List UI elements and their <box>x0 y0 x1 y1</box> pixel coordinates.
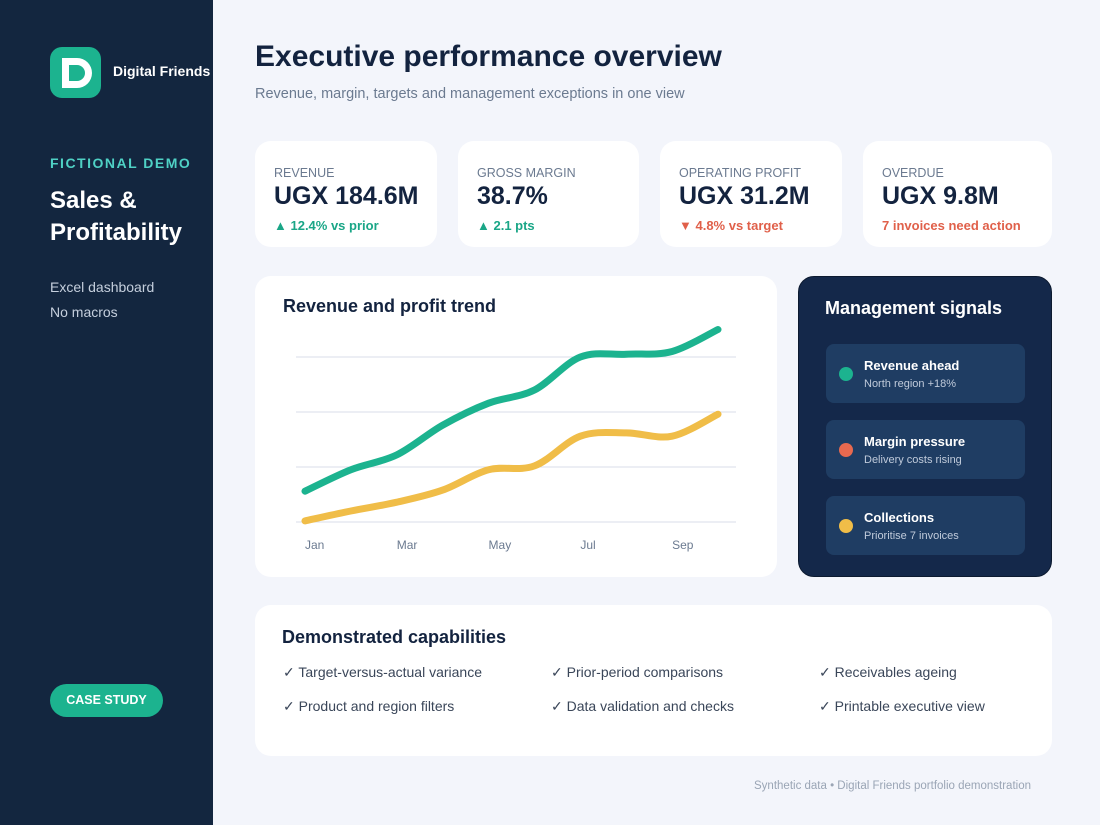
kpi-delta: ▲ 2.1 pts <box>477 218 535 233</box>
signal-dot <box>839 367 853 381</box>
capability: ✓ Receivables ageing <box>819 664 957 680</box>
signal-dot <box>839 519 853 533</box>
kpi-value: 38.7% <box>477 182 548 210</box>
kpi-label: REVENUE <box>274 166 335 180</box>
signal-detail: North region +18% <box>864 378 957 390</box>
signal-detail: Delivery costs rising <box>864 454 962 466</box>
logo <box>50 47 101 98</box>
kpi-card: OPERATING PROFIT UGX 31.2M ▼ 4.8% vs targe… <box>660 141 842 247</box>
kpi-delta: 7 invoices need action <box>882 218 1021 233</box>
eyebrow: FICTIONAL DEMO <box>50 155 192 171</box>
kpi-value: UGX 184.6M <box>274 182 419 210</box>
case-study-button[interactable]: CASE STUDY <box>50 684 163 717</box>
line-chart: Jan Mar May Jul Sep <box>296 326 736 552</box>
signal-title: Revenue ahead <box>864 358 960 373</box>
note: Excel dashboard <box>50 279 155 295</box>
capability: ✓ Printable executive view <box>819 698 985 714</box>
capabilities-card: Demonstrated capabilities ✓ Target-versu… <box>255 605 1052 756</box>
chart-title: Revenue and profit trend <box>283 296 497 316</box>
capability: ✓ Data validation and checks <box>551 698 734 714</box>
kpi-delta: ▼ 4.8% vs target <box>679 218 783 233</box>
kpi-card: OVERDUE UGX 9.8M 7 invoices need action <box>863 141 1052 247</box>
kpi-label: GROSS MARGIN <box>477 166 576 180</box>
series-line <box>301 410 722 525</box>
note: No macros <box>50 304 118 320</box>
capability: ✓ Target-versus-actual variance <box>283 664 483 680</box>
kpi-card: REVENUE UGX 184.6M ▲ 12.4% vs prior <box>255 141 437 247</box>
kpi-delta: ▲ 12.4% vs prior <box>274 218 379 233</box>
x-tick-label: Sep <box>672 538 694 552</box>
series-line <box>301 326 722 495</box>
kpi-value: UGX 31.2M <box>679 182 810 210</box>
signal-item: Revenue ahead North region +18% <box>826 344 1025 403</box>
capabilities-title: Demonstrated capabilities <box>282 627 507 647</box>
sidebar-title: Sales & Profitability <box>50 187 183 246</box>
signal-detail: Prioritise 7 invoices <box>864 530 959 542</box>
x-tick-label: May <box>489 538 512 552</box>
sidebar: Digital Friends FICTIONAL DEMO Sales & P… <box>0 0 213 825</box>
x-tick-label: Jul <box>580 538 595 552</box>
capability: ✓ Prior-period comparisons <box>551 664 724 680</box>
x-tick-label: Jan <box>305 538 324 552</box>
x-tick-label: Mar <box>397 538 418 552</box>
kpi-value: UGX 9.8M <box>882 182 999 210</box>
chart-card: Revenue and profit trend Jan Mar May Jul Sep <box>255 276 777 577</box>
signal-title: Collections <box>864 510 935 525</box>
capability: ✓ Product and region filters <box>283 698 455 714</box>
page-title: Executive performance overview <box>255 40 722 73</box>
kpi-label: OPERATING PROFIT <box>679 166 801 180</box>
brand: Digital Friends <box>113 63 211 79</box>
signal-item: Margin pressure Delivery costs rising <box>826 420 1025 479</box>
footer: Synthetic data • Digital Friends portfol… <box>754 780 1031 792</box>
signal-dot <box>839 443 853 457</box>
subtitle: Revenue, margin, targets and management … <box>255 86 685 102</box>
signal-title: Margin pressure <box>864 434 966 449</box>
signals-panel: Management signals Revenue ahead North re… <box>798 276 1052 577</box>
signal-item: Collections Prioritise 7 invoices <box>826 496 1025 555</box>
kpi-label: OVERDUE <box>882 166 944 180</box>
signals-title: Management signals <box>825 298 1003 318</box>
kpi-card: GROSS MARGIN 38.7% ▲ 2.1 pts <box>458 141 639 247</box>
